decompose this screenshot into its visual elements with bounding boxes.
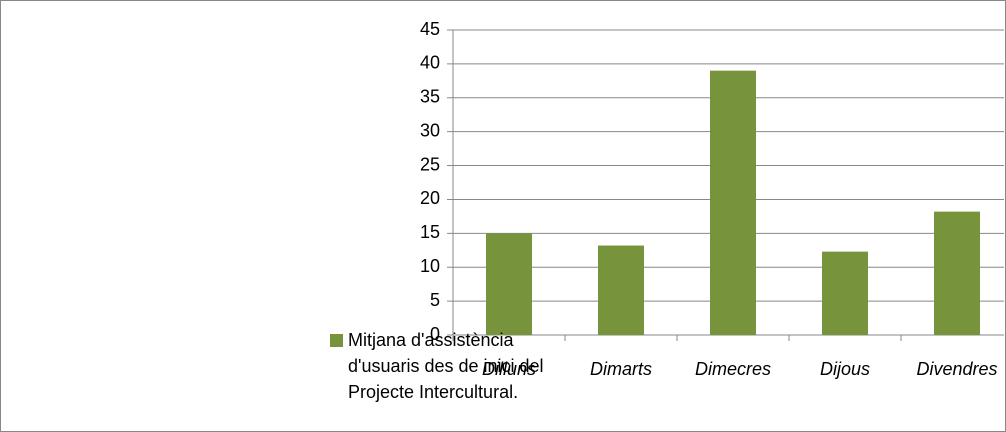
x-tick-label: Dimarts: [590, 359, 652, 379]
y-tick-label: 30: [420, 120, 440, 140]
y-tick-label: 25: [420, 154, 440, 174]
y-tick-label: 45: [420, 19, 440, 39]
y-tick-label: 0: [430, 324, 440, 344]
y-tick-label: 10: [420, 256, 440, 276]
x-tick-label: Dilluns: [482, 359, 536, 379]
y-tick-label: 40: [420, 53, 440, 73]
x-tick-label: Dijous: [820, 359, 870, 379]
bar: [710, 70, 756, 336]
bar: [822, 251, 868, 335]
bar: [486, 233, 532, 335]
x-tick-label: Dimecres: [695, 359, 771, 379]
x-tick-label: Divendres: [916, 359, 997, 379]
legend-swatch: [330, 334, 343, 347]
legend-label: Mitjana d'assistència d'usuaris des de i…: [348, 330, 544, 402]
y-tick-label: 5: [430, 290, 440, 310]
bar: [934, 211, 980, 335]
y-tick-label: 20: [420, 188, 440, 208]
y-tick-label: 15: [420, 222, 440, 242]
bar: [598, 245, 644, 335]
y-tick-label: 35: [420, 87, 440, 107]
